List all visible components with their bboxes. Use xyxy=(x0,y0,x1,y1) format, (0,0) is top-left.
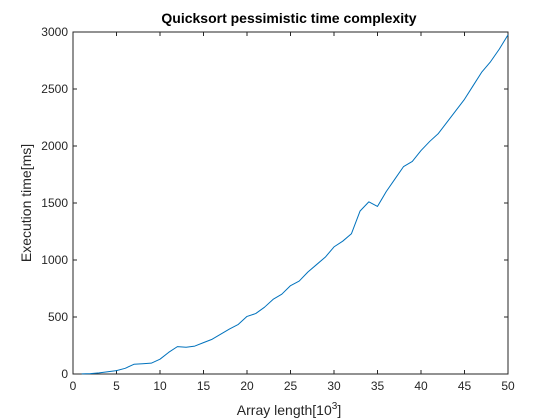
x-tick-label: 35 xyxy=(371,379,385,393)
y-tick-label: 3000 xyxy=(41,25,68,39)
x-tick-label: 15 xyxy=(197,379,211,393)
y-tick-label: 500 xyxy=(48,310,68,324)
y-tick-label: 2500 xyxy=(41,82,68,96)
x-axis-label-suffix: ] xyxy=(337,402,341,418)
x-tick-label: 10 xyxy=(153,379,167,393)
x-tick-label: 20 xyxy=(240,379,254,393)
x-tick-label: 40 xyxy=(414,379,428,393)
x-tick-label: 50 xyxy=(501,379,515,393)
x-tick-label: 0 xyxy=(70,379,77,393)
x-axis-label-main: Array length[10 xyxy=(237,402,332,418)
x-tick-label: 5 xyxy=(113,379,120,393)
chart-labels: Quicksort pessimistic time complexity Ar… xyxy=(18,10,417,418)
y-axis-label: Execution time[ms] xyxy=(18,144,34,262)
x-tick-label: 25 xyxy=(284,379,298,393)
axes-box xyxy=(73,32,508,374)
x-tick-label: 30 xyxy=(327,379,341,393)
plot-area xyxy=(82,35,508,374)
y-tick-label: 2000 xyxy=(41,139,68,153)
series-line xyxy=(82,35,508,374)
y-tick-label: 0 xyxy=(61,367,68,381)
chart-title: Quicksort pessimistic time complexity xyxy=(161,10,416,26)
x-axis-label: Array length[103] xyxy=(237,401,341,418)
y-tick-label: 1500 xyxy=(41,196,68,210)
x-tick-label: 45 xyxy=(458,379,472,393)
axes: 0 5 10 15 20 25 30 35 40 45 5005001000150020002500… xyxy=(41,25,515,393)
y-tick-label: 1000 xyxy=(41,253,68,267)
